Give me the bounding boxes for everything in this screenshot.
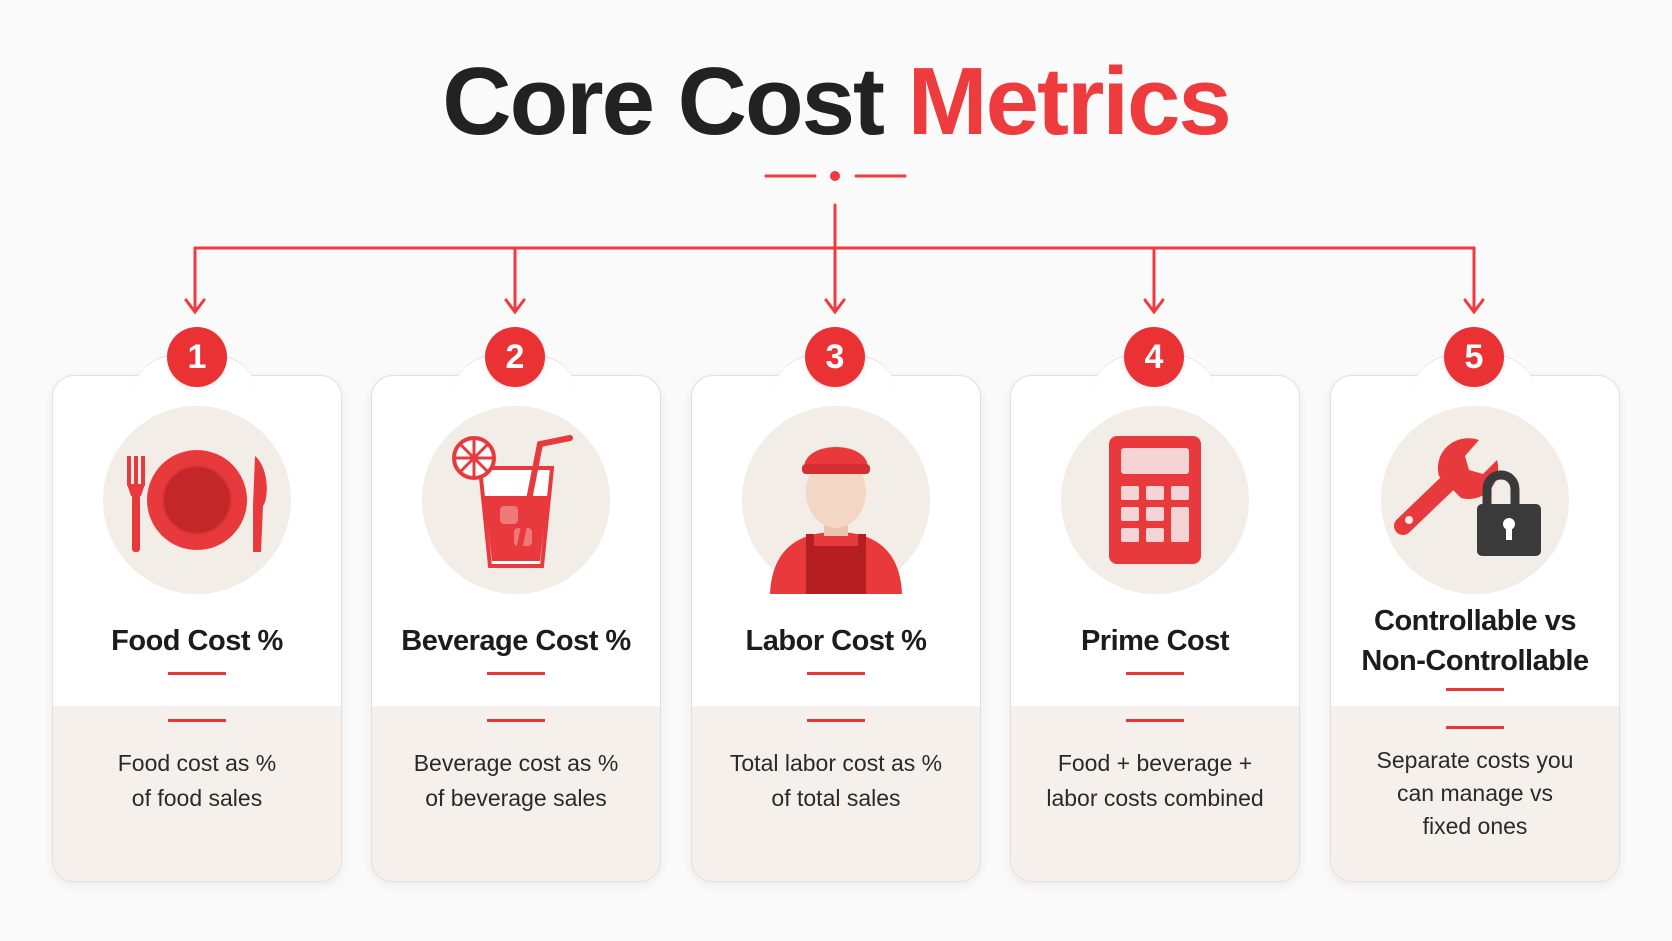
heading-underline <box>168 672 226 675</box>
heading-line: Non-Controllable <box>1361 645 1589 677</box>
card-description: Total labor cost as % of total sales <box>702 746 970 816</box>
worker-icon <box>742 406 930 594</box>
desc-overline <box>1446 726 1504 729</box>
card-description: Separate costs you can manage vs fixed o… <box>1341 744 1609 843</box>
card-bottom-panel <box>53 706 341 881</box>
card-bottom-panel <box>1331 706 1619 881</box>
desc-overline <box>807 719 865 722</box>
title-accent: Metrics <box>907 48 1232 155</box>
desc-line: labor costs combined <box>1046 785 1264 811</box>
page-title: Core Cost Metrics <box>0 42 1672 162</box>
card-heading: Labor Cost % <box>745 625 927 657</box>
step-badge-2: 2 <box>485 327 545 387</box>
title-divider-dot <box>830 171 840 181</box>
heading-underline <box>807 672 865 675</box>
heading-underline <box>1126 672 1184 675</box>
heading-underline <box>1446 688 1504 691</box>
wrench-lock-icon <box>1381 406 1569 594</box>
step-badge-5: 5 <box>1444 327 1504 387</box>
calculator-icon <box>1061 406 1249 594</box>
metric-card-labor-cost: Labor Cost % Total labor cost as % of to… <box>691 375 981 882</box>
desc-line: Beverage cost as % <box>413 750 619 776</box>
step-badge-1: 1 <box>167 327 227 387</box>
desc-overline <box>487 719 545 722</box>
card-description: Beverage cost as % of beverage sales <box>382 746 650 816</box>
desc-line: of beverage sales <box>425 785 607 811</box>
card-heading: Beverage Cost % <box>401 625 631 657</box>
step-badge-4: 4 <box>1124 327 1184 387</box>
metric-card-controllable: Controllable vs Non-Controllable Separat… <box>1330 375 1620 882</box>
desc-line: Food + beverage + <box>1057 750 1253 776</box>
desc-line: Food cost as % <box>117 750 277 776</box>
desc-line: of total sales <box>771 785 901 811</box>
desc-line: can manage vs <box>1397 780 1553 806</box>
drink-glass-icon <box>422 406 610 594</box>
card-bottom-panel <box>1011 706 1299 881</box>
card-heading: Prime Cost <box>1080 625 1230 657</box>
desc-overline <box>168 719 226 722</box>
card-bottom-panel <box>692 706 980 881</box>
metric-card-beverage-cost: Beverage Cost % Beverage cost as % of be… <box>371 375 661 882</box>
desc-line: of food sales <box>131 785 263 811</box>
title-main: Core Cost <box>442 48 885 155</box>
desc-line: Separate costs you <box>1376 747 1574 773</box>
heading-line: Controllable vs <box>1374 605 1577 637</box>
metric-card-food-cost: Food Cost % Food cost as % of food sales <box>52 375 342 882</box>
step-badge-3: 3 <box>805 327 865 387</box>
card-heading: Food Cost % <box>111 625 283 657</box>
plate-fork-knife-icon <box>103 406 291 594</box>
metric-card-prime-cost: Prime Cost Food + beverage + labor costs… <box>1010 375 1300 882</box>
desc-overline <box>1126 719 1184 722</box>
heading-underline <box>487 672 545 675</box>
desc-line: fixed ones <box>1422 813 1528 839</box>
card-heading: Controllable vs Non-Controllable <box>1331 601 1619 681</box>
desc-line: Total labor cost as % <box>729 750 943 776</box>
card-description: Food cost as % of food sales <box>63 746 331 816</box>
card-description: Food + beverage + labor costs combined <box>1021 746 1289 816</box>
card-bottom-panel <box>372 706 660 881</box>
